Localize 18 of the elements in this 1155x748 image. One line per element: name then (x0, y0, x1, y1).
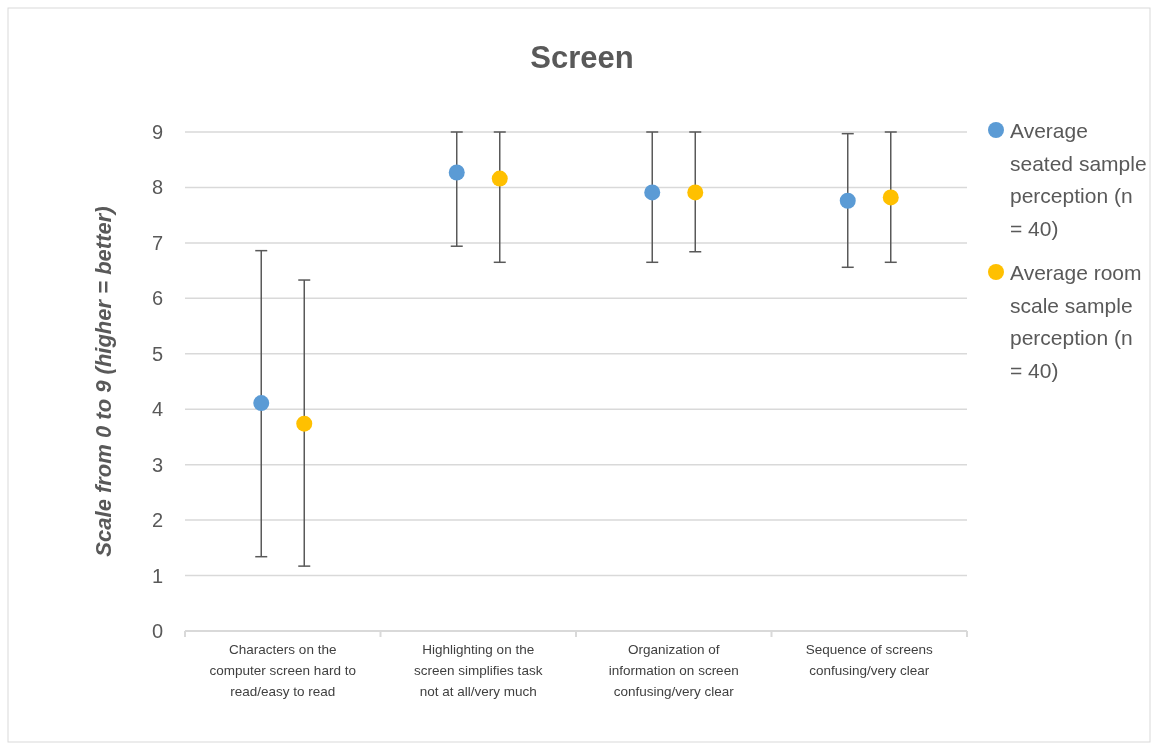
y-tick-label: 2 (151, 509, 163, 532)
y-tick-label: 5 (151, 342, 163, 365)
legend-label: Average seated sample perception (n = 40) (1010, 118, 1147, 239)
y-tick-label: 1 (151, 564, 163, 587)
y-tick-label: 4 (151, 398, 163, 421)
x-tick-label: Characters on the computer screen hard to read/easy to read (209, 642, 356, 699)
x-tick-label: Organization of information on screen confusing/very clear (608, 642, 739, 699)
y-tick-label: 6 (151, 287, 163, 310)
y-tick-label: 9 (151, 121, 163, 143)
y-tick-label: 0 (151, 620, 163, 642)
legend-label: Average room scale sample perception (n = 40) (1010, 260, 1142, 381)
y-tick-label: 7 (151, 231, 163, 254)
x-tick-label: Sequence of screens confusing/very clear (805, 642, 933, 678)
chart-title: Screen (530, 39, 634, 75)
x-tick-label: Highlighting on the screen simplifies task not at all/very much (414, 642, 543, 699)
y-tick-label: 3 (151, 453, 163, 476)
y-axis-title: Scale from 0 to 9 (higher = better) (90, 206, 116, 557)
y-tick-label: 8 (151, 176, 163, 199)
